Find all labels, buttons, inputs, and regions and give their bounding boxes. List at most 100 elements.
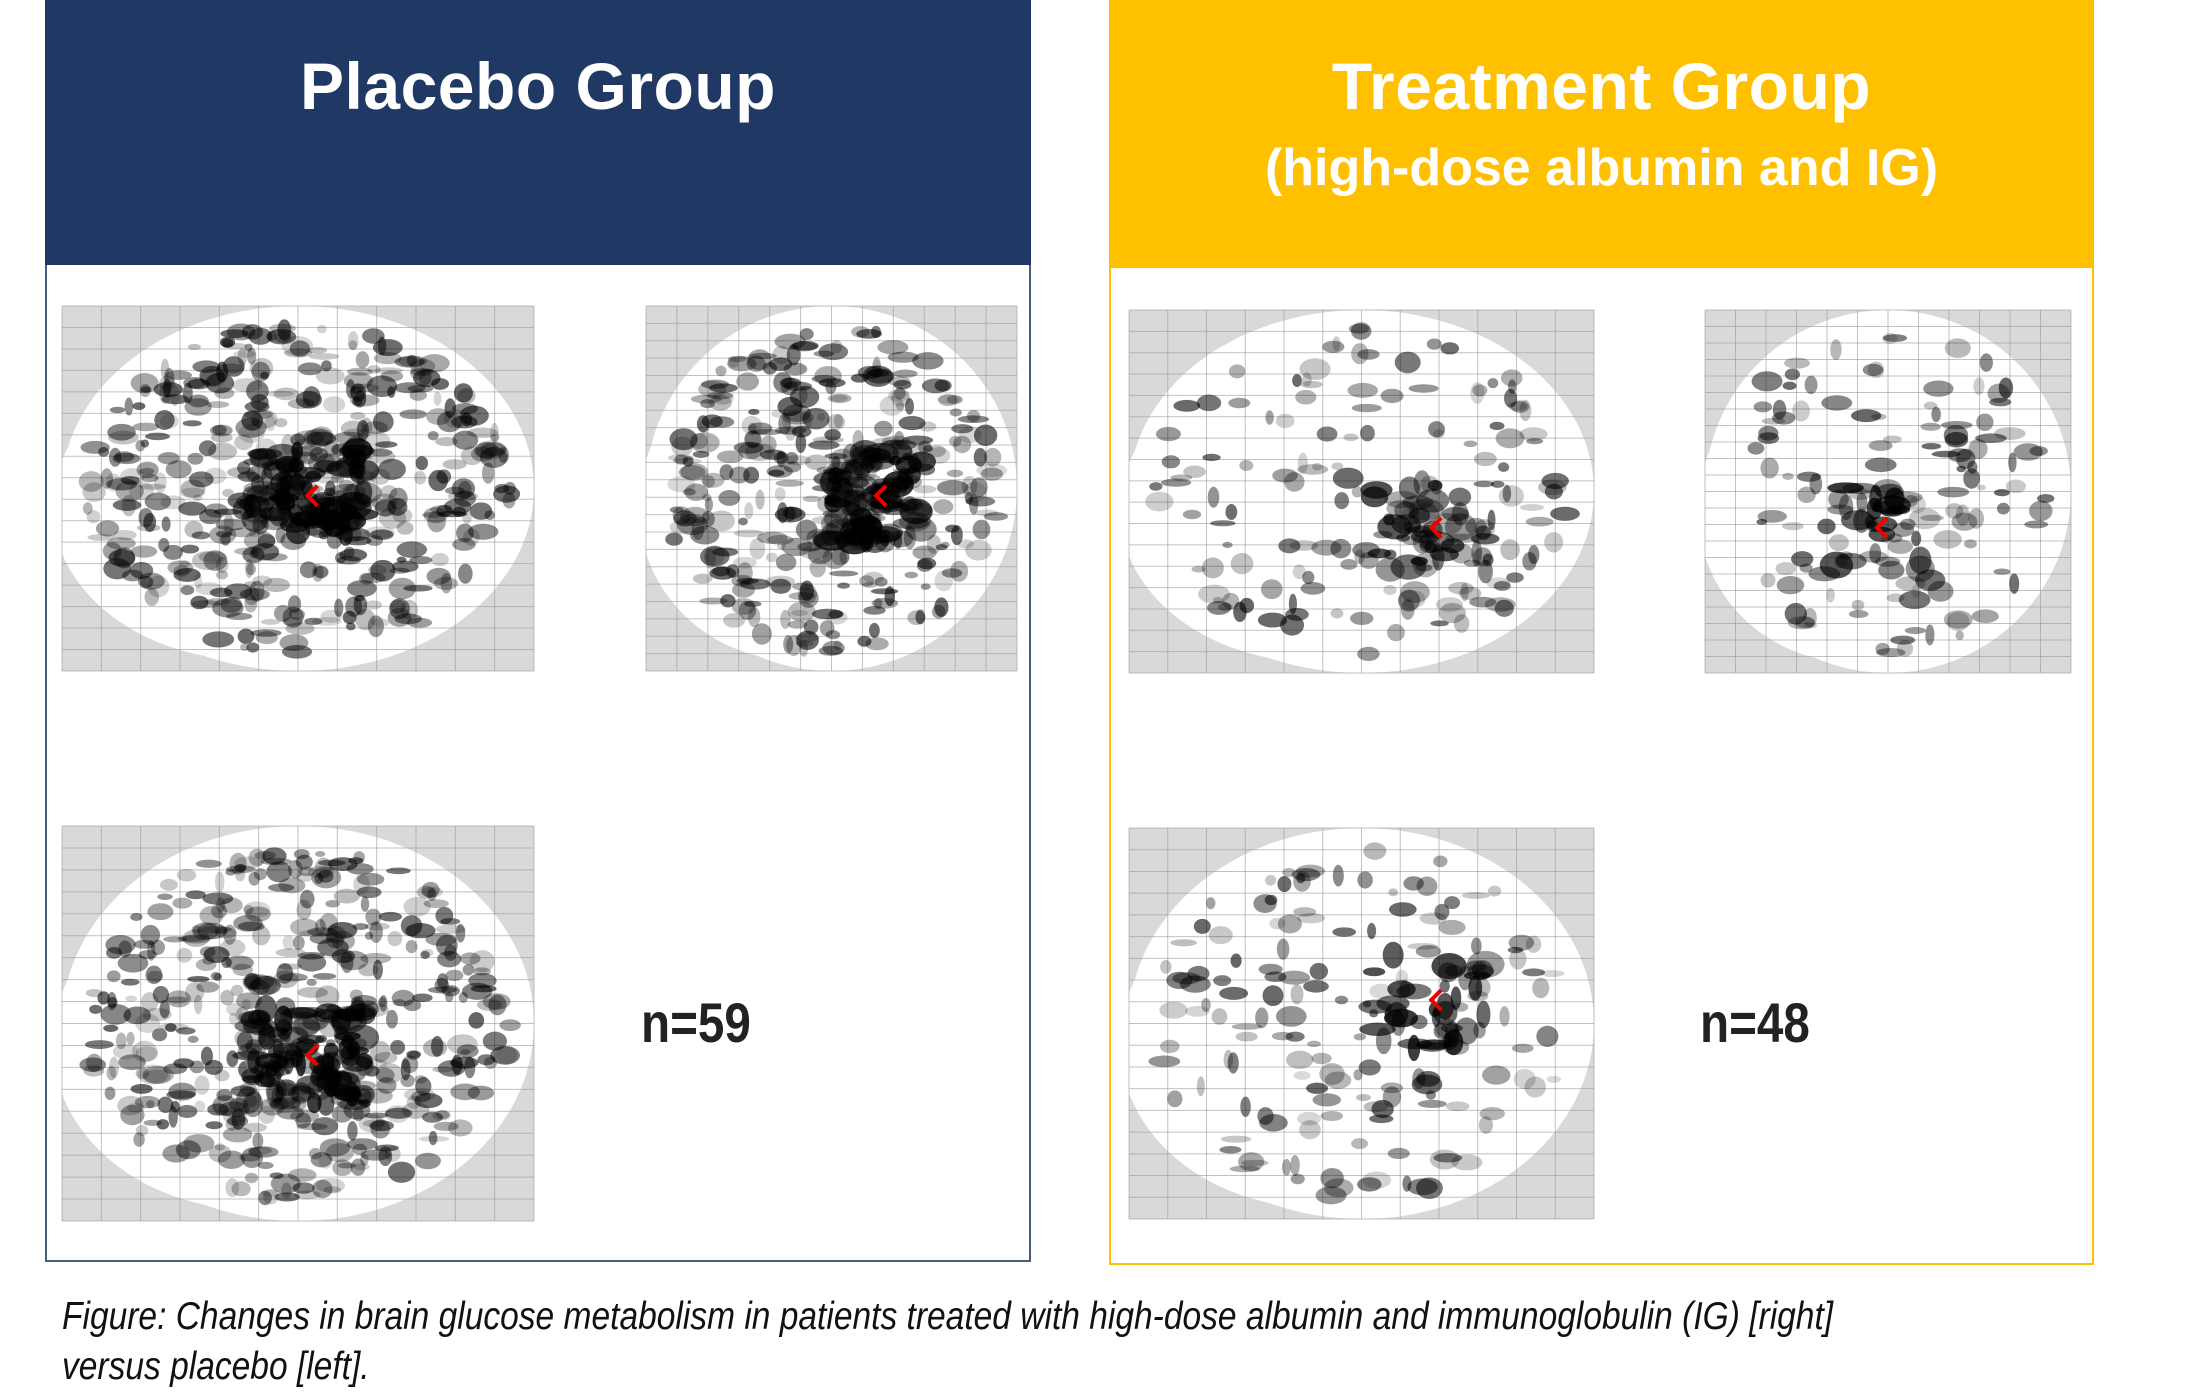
activation: [899, 498, 933, 525]
activation: [1905, 555, 1935, 583]
activation: [440, 573, 453, 594]
activation: [1964, 539, 1977, 549]
activation: [1760, 572, 1776, 588]
activation: [1478, 559, 1493, 584]
activation: [1998, 377, 2014, 399]
activation: [435, 924, 466, 934]
activation: [347, 1121, 358, 1141]
activation: [364, 526, 395, 539]
activation: [1332, 336, 1341, 352]
activation: [394, 613, 422, 625]
activation: [958, 426, 982, 444]
activation: [252, 1132, 264, 1150]
activation: [415, 456, 429, 471]
activation: [161, 516, 171, 532]
activation: [795, 519, 818, 540]
activation: [396, 521, 414, 535]
activation: [1784, 602, 1807, 625]
activation: [132, 1040, 158, 1063]
activation: [1201, 557, 1224, 579]
activation: [331, 949, 356, 964]
activation: [780, 609, 791, 629]
activation: [306, 431, 337, 446]
activation: [685, 516, 707, 524]
activation: [414, 1152, 441, 1170]
activation: [399, 409, 427, 420]
activation: [1367, 922, 1377, 940]
activation: [792, 425, 812, 438]
activation: [124, 397, 134, 416]
activation: [435, 934, 458, 957]
activation: [276, 963, 294, 984]
panel-subtitle: (high-dose albumin and IG): [1264, 139, 1939, 197]
activation: [964, 491, 974, 505]
activation: [1875, 483, 1904, 500]
activation: [431, 552, 449, 567]
activation: [1842, 482, 1878, 494]
activation: [1282, 867, 1296, 877]
activation: [141, 473, 159, 483]
activation: [731, 597, 756, 615]
activation: [778, 413, 791, 435]
activation: [1495, 428, 1525, 449]
activation: [829, 482, 867, 504]
activation: [215, 556, 229, 574]
activation: [1499, 1006, 1510, 1027]
activation: [154, 410, 175, 430]
activation: [876, 439, 913, 464]
activation: [346, 1138, 378, 1151]
activation: [1196, 1076, 1205, 1097]
activation: [436, 411, 463, 433]
activation: [296, 1123, 328, 1131]
activation: [100, 1004, 132, 1025]
activation: [394, 356, 425, 368]
activation: [684, 483, 709, 501]
activation: [433, 576, 459, 590]
activation: [1286, 1050, 1314, 1069]
activation: [468, 973, 497, 989]
activation: [1285, 1031, 1305, 1042]
panel-header: Treatment Group (high-dose albumin and I…: [1109, 0, 2094, 268]
activation: [157, 1096, 174, 1114]
activation: [1377, 514, 1413, 540]
activation: [237, 628, 255, 644]
activation: [452, 403, 478, 415]
activation: [905, 517, 937, 542]
activation: [488, 994, 507, 1016]
activation: [781, 410, 814, 425]
activation: [249, 447, 278, 469]
activation: [375, 441, 398, 448]
activation: [146, 1100, 155, 1109]
activation: [1487, 885, 1502, 897]
activation: [774, 426, 807, 435]
activation: [244, 343, 253, 352]
activation: [194, 1075, 210, 1095]
activation: [1363, 842, 1387, 860]
activation: [1753, 401, 1773, 413]
activation: [1993, 427, 2026, 440]
activation: [243, 901, 271, 918]
activation: [272, 1038, 284, 1060]
activation: [1347, 382, 1379, 398]
activation: [1498, 462, 1510, 473]
activation: [918, 421, 937, 432]
activation: [1445, 1101, 1470, 1112]
activation: [1213, 975, 1232, 987]
activation: [352, 1085, 375, 1105]
activation: [1433, 855, 1448, 868]
activation: [312, 1179, 333, 1199]
activation: [190, 595, 209, 610]
activation: [418, 370, 432, 386]
activation: [777, 396, 803, 417]
activation: [1519, 427, 1548, 441]
activation: [1187, 965, 1210, 982]
activation: [470, 985, 497, 993]
activation: [1240, 1096, 1251, 1117]
activation: [811, 515, 840, 525]
activation: [744, 600, 762, 608]
activation: [159, 1000, 170, 1019]
activation: [311, 866, 342, 889]
activation: [1482, 1065, 1511, 1085]
activation: [422, 1038, 448, 1057]
activation: [1747, 442, 1765, 455]
